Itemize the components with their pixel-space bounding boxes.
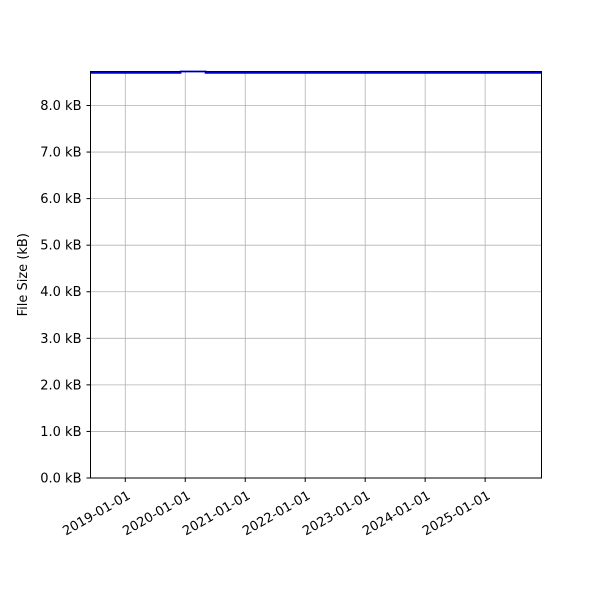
plot-border: [90, 71, 542, 479]
y-tick-label: 8.0 kB: [40, 99, 81, 114]
y-axis-label: File Size (kB): [16, 233, 31, 316]
y-tick-label: 6.0 kB: [40, 192, 81, 207]
y-tick-label: 2.0 kB: [40, 378, 81, 393]
x-tick-label: 2025-01-01: [420, 488, 493, 539]
y-tick-label: 1.0 kB: [40, 425, 81, 440]
y-tick-label: 7.0 kB: [40, 146, 81, 161]
y-tick-label: 5.0 kB: [40, 239, 81, 254]
y-tick-label: 4.0 kB: [40, 285, 81, 300]
y-tick-label: 0.0 kB: [40, 472, 81, 487]
y-tick-label: 3.0 kB: [40, 332, 81, 347]
